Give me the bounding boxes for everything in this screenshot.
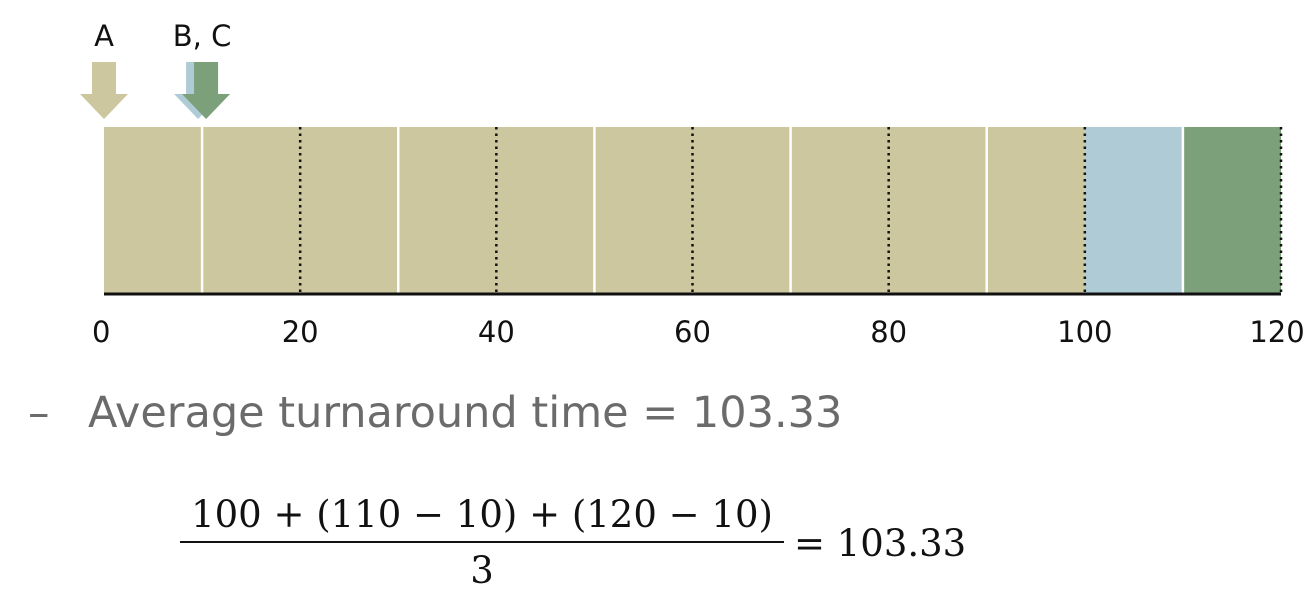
tick-label: 80: [870, 315, 907, 349]
tick-label: 0: [92, 315, 110, 349]
formula-result: = 103.33: [794, 521, 967, 565]
arrow-label: A: [94, 19, 114, 53]
tick-label: 40: [478, 315, 515, 349]
arrival-arrows: A B, C: [80, 19, 231, 119]
tick-labels: 0 20 40 60 80 100 120: [92, 315, 1305, 349]
bullet-dash: –: [28, 388, 50, 438]
arrival-arrow-a: A: [80, 19, 128, 119]
tick-label: 120: [1249, 315, 1304, 349]
tick-label: 100: [1057, 315, 1112, 349]
arrow-label: B, C: [173, 19, 232, 53]
tick-label: 20: [282, 315, 319, 349]
average-turnaround-bullet: – Average turnaround time = 103.33: [28, 388, 842, 438]
formula-denominator: 3: [470, 549, 494, 592]
segment-c: [1182, 127, 1281, 294]
formula-numerator: 100 + (110 − 10) + (120 − 10): [191, 493, 773, 536]
average-turnaround-text: Average turnaround time = 103.33: [88, 388, 843, 438]
arrival-arrow-bc: B, C: [173, 19, 232, 119]
segments-layer: [104, 127, 1281, 294]
dividers-layer: [200, 127, 1283, 294]
tick-label: 60: [674, 315, 711, 349]
formula-fraction: 100 + (110 − 10) + (120 − 10) 3: [180, 493, 784, 593]
turnaround-formula: 100 + (110 − 10) + (120 − 10) 3 = 103.33: [180, 488, 966, 598]
fraction-bar: [180, 541, 784, 543]
arrow-a-icon: [80, 62, 128, 119]
gantt-timeline: 0 20 40 60 80 100 120 A B, C: [80, 19, 1305, 349]
arrow-c-icon: [182, 62, 231, 119]
segment-b: [1084, 127, 1183, 294]
